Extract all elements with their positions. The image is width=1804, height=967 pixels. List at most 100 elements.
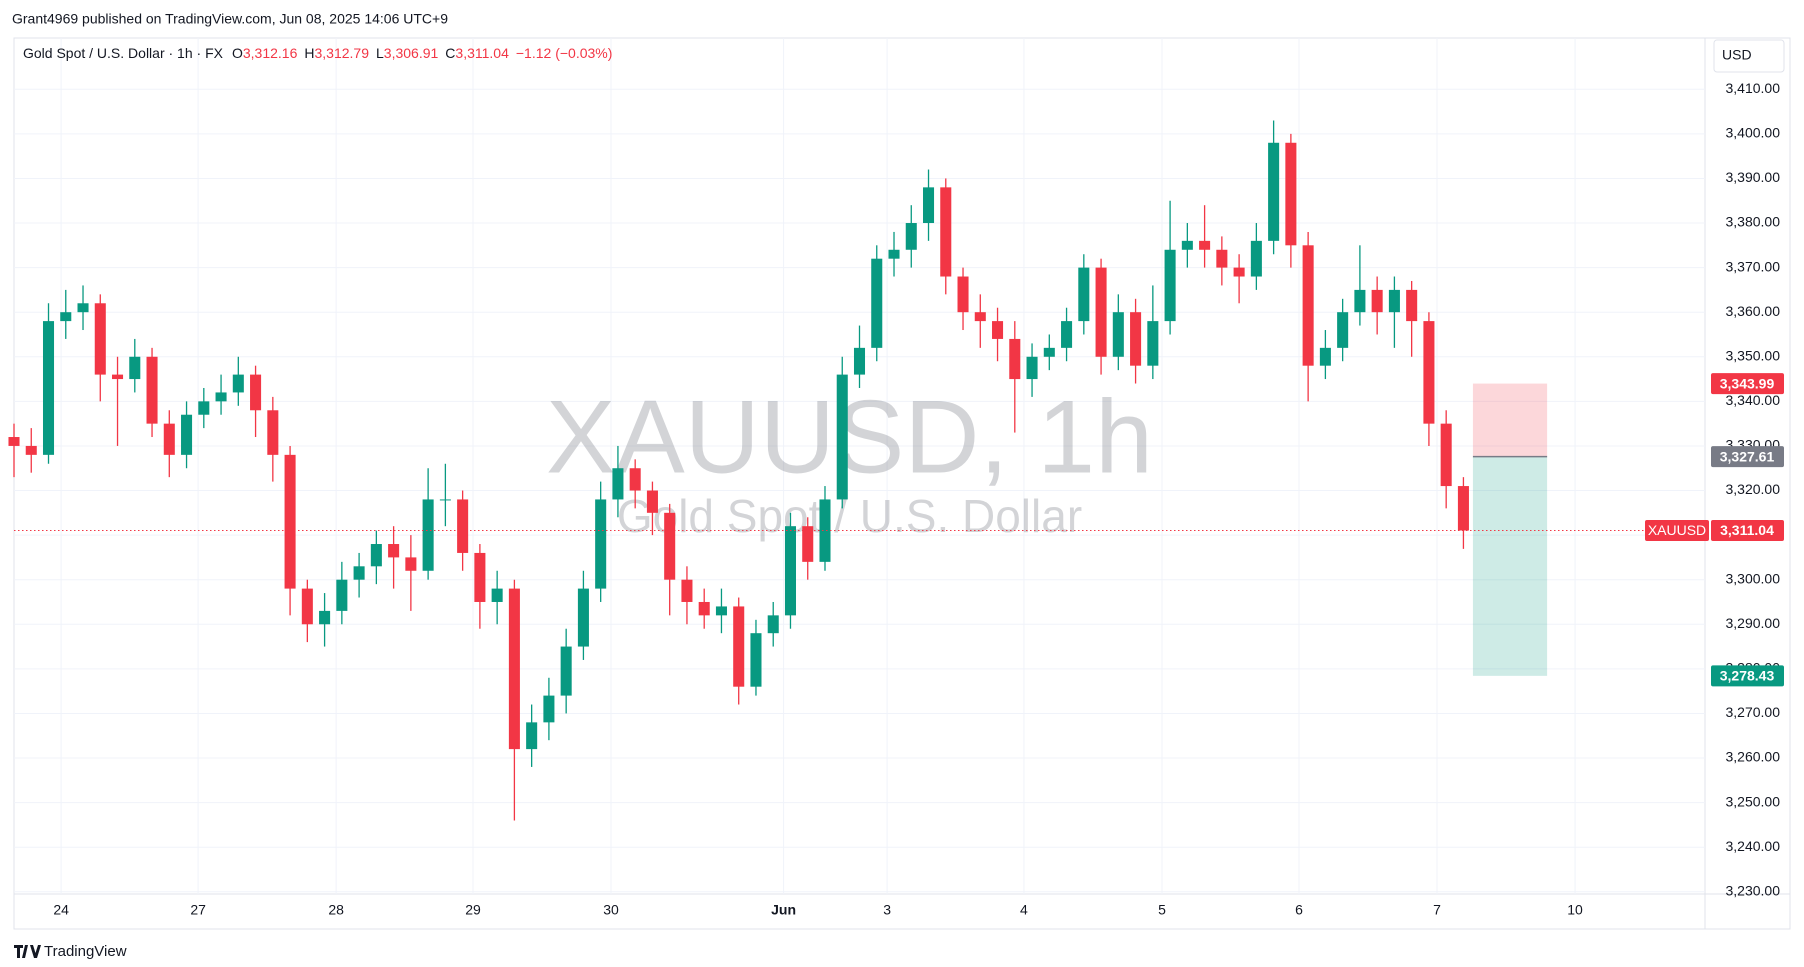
- candle-body: [1078, 267, 1090, 322]
- candle-body: [819, 499, 831, 562]
- y-tick-label: 3,300.00: [1726, 570, 1781, 586]
- candle-body: [1147, 321, 1159, 366]
- y-tick-label: 3,230.00: [1726, 882, 1781, 898]
- candle-body: [1440, 423, 1452, 487]
- last-price-badge-label: 3,311.04: [1720, 522, 1774, 538]
- legend-ohlc-value: 3,311.04: [455, 45, 509, 61]
- y-tick-label: 3,350.00: [1726, 347, 1781, 363]
- candle-body: [543, 695, 555, 723]
- plot-frame: [13, 37, 1791, 930]
- candle-body: [1337, 312, 1349, 348]
- candle-body: [8, 437, 20, 446]
- candle-body: [42, 321, 55, 455]
- candle-body: [802, 526, 814, 562]
- candle-body: [146, 356, 158, 424]
- ohlc-legend: Gold Spot / U.S. Dollar · 1h · FX O3,312.…: [23, 45, 612, 61]
- candle-body: [664, 512, 676, 580]
- candle-body: [457, 499, 469, 553]
- candle-body: [198, 401, 210, 415]
- x-tick-label: 30: [603, 902, 619, 918]
- x-tick-label: 28: [328, 902, 344, 918]
- candle-body: [871, 258, 883, 348]
- x-tick-label: 29: [465, 902, 481, 918]
- entry-badge-label: 3,327.61: [1720, 448, 1775, 464]
- candle-body: [60, 312, 72, 322]
- position-reward-zone: [1472, 456, 1548, 676]
- candle-body: [784, 526, 797, 616]
- candle-body: [370, 544, 382, 567]
- logo-icon: [14, 945, 41, 958]
- legend-change: −1.12 (−0.03%): [516, 45, 613, 61]
- y-tick-label: 3,270.00: [1726, 704, 1781, 720]
- candle-body: [1112, 312, 1124, 357]
- x-tick-label: 10: [1567, 902, 1583, 918]
- legend-ohlc-value: 3,312.16: [243, 45, 298, 61]
- currency-label: USD: [1722, 47, 1752, 63]
- candle-body: [163, 423, 175, 455]
- legend-ohlc-key: H: [304, 45, 314, 61]
- candle-body: [922, 187, 935, 224]
- candle-body: [1285, 142, 1297, 246]
- y-tick-label: 3,250.00: [1726, 793, 1781, 809]
- brand: TradingView: [44, 943, 127, 960]
- candle-body: [681, 579, 693, 602]
- stop-badge-label: 3,343.99: [1720, 375, 1775, 391]
- y-tick-label: 3,260.00: [1726, 749, 1781, 765]
- legend-ohlc-key: C: [445, 45, 455, 61]
- candle-body: [112, 374, 124, 380]
- target-badge: [1711, 665, 1784, 687]
- candle-body: [181, 414, 193, 455]
- candle-body: [698, 601, 710, 616]
- candle-body: [422, 499, 434, 571]
- target-badge-label: 3,278.43: [1720, 668, 1775, 684]
- candle-body: [1250, 240, 1262, 277]
- candle-body: [560, 646, 572, 696]
- entry-badge: [1711, 446, 1784, 468]
- candle-body: [1406, 289, 1418, 322]
- candle-body: [646, 490, 658, 513]
- stop-badge: [1711, 373, 1784, 395]
- legend-ohlc-key: L: [376, 45, 384, 61]
- candle-body: [1026, 356, 1038, 380]
- candle-body: [508, 588, 520, 750]
- candle-body: [1388, 289, 1400, 313]
- candle-body: [491, 588, 503, 602]
- candle-body: [1061, 321, 1073, 348]
- x-tick-label: 7: [1433, 902, 1441, 918]
- candle-body: [1371, 289, 1383, 313]
- candle-body: [1095, 267, 1107, 357]
- candle-body: [715, 606, 727, 616]
- candle-body: [94, 303, 106, 375]
- candle-body: [853, 347, 866, 375]
- symbol-badge-label: XAUUSD: [1648, 522, 1706, 538]
- x-tick-label: Jun: [771, 902, 796, 918]
- candle-body: [129, 356, 141, 380]
- x-tick-label: 27: [190, 902, 206, 918]
- candle-body: [336, 579, 348, 611]
- candle-body: [1268, 142, 1280, 241]
- candle-body: [957, 276, 969, 313]
- legend-ohlc-key: O: [232, 45, 243, 61]
- candle-body: [1199, 240, 1211, 250]
- candle-body: [1233, 267, 1245, 277]
- candle-body: [595, 499, 607, 589]
- candle-body: [905, 223, 917, 250]
- candle-body: [1423, 321, 1435, 424]
- candle-body: [526, 722, 538, 750]
- candle-body: [301, 588, 313, 625]
- candle-body: [1216, 249, 1228, 268]
- candle-body: [1009, 338, 1021, 380]
- candle-body: [250, 374, 262, 411]
- x-tick-label: 24: [53, 902, 69, 918]
- legend-ohlc-value: 3,306.91: [384, 45, 439, 61]
- y-tick-label: 3,410.00: [1726, 80, 1781, 96]
- candle-body: [1302, 245, 1314, 366]
- candle-body: [1457, 486, 1469, 531]
- candle-body: [1181, 240, 1193, 250]
- x-tick-label: 3: [883, 902, 891, 918]
- candle-body: [992, 321, 1004, 339]
- candle-body: [405, 557, 417, 571]
- candle-body: [612, 468, 624, 500]
- candle-body: [836, 374, 848, 500]
